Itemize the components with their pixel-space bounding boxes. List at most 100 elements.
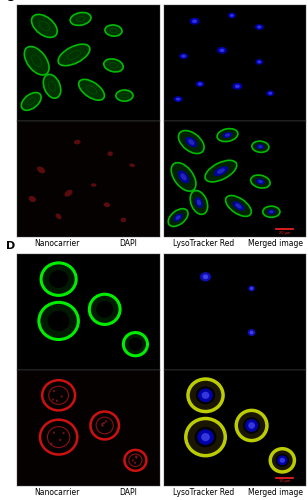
Ellipse shape <box>179 53 188 59</box>
Ellipse shape <box>233 83 242 90</box>
Ellipse shape <box>121 218 126 222</box>
Ellipse shape <box>61 396 63 398</box>
Ellipse shape <box>103 422 105 424</box>
Ellipse shape <box>235 84 240 88</box>
Ellipse shape <box>197 430 214 445</box>
Ellipse shape <box>243 417 260 434</box>
Ellipse shape <box>270 448 294 472</box>
Ellipse shape <box>105 420 107 422</box>
Ellipse shape <box>266 90 274 96</box>
Text: Merged image: Merged image <box>248 239 302 248</box>
Ellipse shape <box>124 332 148 356</box>
Ellipse shape <box>192 20 197 23</box>
Ellipse shape <box>168 208 188 226</box>
Ellipse shape <box>248 329 255 336</box>
Ellipse shape <box>59 439 61 441</box>
Ellipse shape <box>70 12 91 26</box>
Ellipse shape <box>269 210 274 213</box>
Ellipse shape <box>188 139 194 145</box>
Ellipse shape <box>53 432 55 434</box>
Ellipse shape <box>41 263 76 296</box>
Ellipse shape <box>258 180 263 183</box>
Ellipse shape <box>49 270 68 288</box>
Ellipse shape <box>263 206 280 218</box>
Ellipse shape <box>198 82 202 86</box>
Ellipse shape <box>250 287 253 290</box>
Ellipse shape <box>173 214 183 222</box>
Ellipse shape <box>257 26 261 29</box>
Ellipse shape <box>196 386 215 404</box>
Ellipse shape <box>52 398 54 401</box>
Ellipse shape <box>64 190 73 196</box>
Ellipse shape <box>188 379 223 412</box>
Ellipse shape <box>43 74 61 98</box>
Ellipse shape <box>171 162 196 191</box>
Text: 10 μm: 10 μm <box>279 480 290 484</box>
Ellipse shape <box>251 175 270 188</box>
Ellipse shape <box>276 454 289 466</box>
Ellipse shape <box>101 424 103 427</box>
Ellipse shape <box>225 196 251 216</box>
Ellipse shape <box>186 418 225 456</box>
Ellipse shape <box>103 202 110 207</box>
Ellipse shape <box>190 18 200 25</box>
Ellipse shape <box>248 286 255 292</box>
Ellipse shape <box>101 423 103 425</box>
Ellipse shape <box>134 462 136 464</box>
Ellipse shape <box>203 274 208 279</box>
Ellipse shape <box>217 47 227 54</box>
Ellipse shape <box>217 128 238 141</box>
Ellipse shape <box>185 137 197 147</box>
Ellipse shape <box>233 201 244 210</box>
Ellipse shape <box>37 166 45 173</box>
Ellipse shape <box>181 54 186 58</box>
Ellipse shape <box>236 410 267 440</box>
Ellipse shape <box>223 132 232 138</box>
Ellipse shape <box>201 433 210 441</box>
Ellipse shape <box>195 427 217 448</box>
Ellipse shape <box>245 419 258 432</box>
Ellipse shape <box>228 12 236 18</box>
Text: Merged image: Merged image <box>248 488 302 496</box>
Ellipse shape <box>132 460 134 462</box>
Ellipse shape <box>190 190 208 214</box>
Ellipse shape <box>104 59 123 72</box>
Ellipse shape <box>252 141 269 152</box>
Text: DAPI: DAPI <box>119 239 137 248</box>
Ellipse shape <box>230 14 234 17</box>
Ellipse shape <box>129 338 142 350</box>
Ellipse shape <box>196 81 205 87</box>
Ellipse shape <box>257 60 261 64</box>
Text: DAPI: DAPI <box>119 488 137 496</box>
Ellipse shape <box>198 388 213 402</box>
Ellipse shape <box>256 178 265 184</box>
Ellipse shape <box>176 98 180 100</box>
Text: LysoTracker Red: LysoTracker Red <box>173 239 234 248</box>
Text: 20 μm: 20 μm <box>279 231 290 235</box>
Ellipse shape <box>51 442 53 445</box>
Text: C: C <box>6 0 14 2</box>
Ellipse shape <box>178 170 189 183</box>
Ellipse shape <box>56 400 58 402</box>
Ellipse shape <box>176 216 180 220</box>
Ellipse shape <box>135 456 137 458</box>
Ellipse shape <box>280 458 285 463</box>
Ellipse shape <box>116 90 133 101</box>
Ellipse shape <box>197 200 201 205</box>
Ellipse shape <box>202 392 209 399</box>
Ellipse shape <box>200 272 211 281</box>
Ellipse shape <box>257 144 264 150</box>
Ellipse shape <box>135 456 137 458</box>
Ellipse shape <box>220 48 225 52</box>
Ellipse shape <box>53 390 55 392</box>
Ellipse shape <box>31 14 57 38</box>
Ellipse shape <box>268 92 272 94</box>
Ellipse shape <box>180 174 187 180</box>
Ellipse shape <box>235 204 242 208</box>
Ellipse shape <box>248 422 255 429</box>
Ellipse shape <box>89 294 120 324</box>
Text: Nanocarrier: Nanocarrier <box>34 488 79 496</box>
Ellipse shape <box>24 46 49 75</box>
Ellipse shape <box>250 331 253 334</box>
Text: Nanocarrier: Nanocarrier <box>34 239 79 248</box>
